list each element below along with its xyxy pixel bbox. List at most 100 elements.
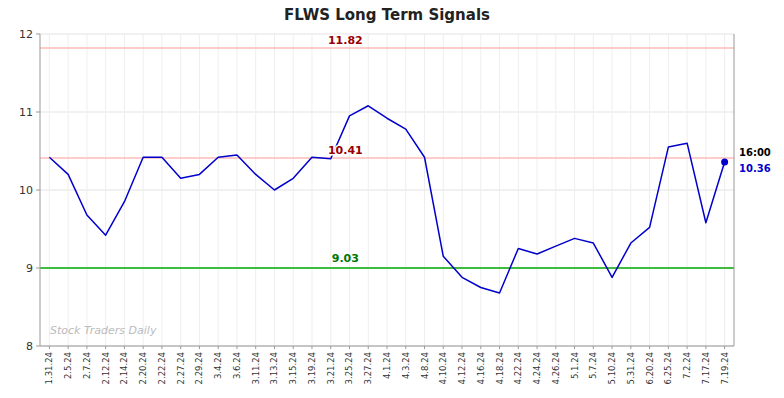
grid-line [105,34,106,346]
x-tick [199,346,200,349]
grid-line [724,34,725,346]
grid-line [518,34,519,346]
x-tick [255,346,256,349]
x-tick [574,346,575,349]
grid-line [293,34,294,346]
grid-line [443,34,444,346]
x-tick [68,346,69,349]
price-line [49,106,724,293]
grid-line [424,34,425,346]
x-tick-label: 7.2.24 [682,352,692,379]
grid-line [705,34,706,346]
x-tick-label: 5.1.24 [570,352,580,379]
axes: 891011121.31.242.5.242.7.242.12.242.14.2… [19,28,734,384]
grid-line [555,34,556,346]
level-label: 9.03 [332,252,359,265]
x-tick-label: 2.12.24 [101,352,111,384]
x-tick [405,346,406,349]
grid-line [124,34,125,346]
grid-line [218,34,219,346]
x-tick [105,346,106,349]
x-tick-label: 3.21.24 [326,352,336,384]
x-tick-label: 2.7.24 [82,352,92,379]
y-tick [36,34,40,35]
y-tick-label: 9 [26,262,33,275]
reference-line [40,267,734,269]
x-tick [555,346,556,349]
grid-line [161,34,162,346]
x-tick [537,346,538,349]
level-label: 11.82 [328,34,363,47]
x-tick-label: 7.19.24 [720,352,730,384]
x-tick [274,346,275,349]
x-tick [593,346,594,349]
x-tick-label: 4.8.24 [420,352,430,379]
y-tick [36,112,40,113]
x-tick [49,346,50,349]
plot-area [40,48,734,293]
x-tick [161,346,162,349]
y-tick-label: 10 [19,184,33,197]
x-tick-label: 3.19.24 [307,352,317,384]
x-tick-label: 5.31.24 [626,352,636,384]
grid-line [143,34,144,346]
grid-line [199,34,200,346]
y-tick [36,268,40,269]
grid-line [311,34,312,346]
x-tick-label: 4.18.24 [495,352,505,384]
x-tick [218,346,219,349]
x-tick [86,346,87,349]
grid-line [612,34,613,346]
x-tick-label: 4.12.24 [457,352,467,384]
y-tick [36,346,40,347]
x-tick-label: 4.24.24 [532,352,542,384]
x-tick-label: 2.29.24 [194,352,204,384]
grid-line [649,34,650,346]
grid-line [49,34,50,346]
reference-line [40,47,734,49]
x-tick [705,346,706,349]
x-tick-label: 3.15.24 [288,352,298,384]
grid-line [255,34,256,346]
x-tick-label: 5.10.24 [607,352,617,384]
x-tick-label: 7.17.24 [701,352,711,384]
x-tick [649,346,650,349]
grid-line [368,34,369,346]
grid-line [462,34,463,346]
grid-line [593,34,594,346]
x-tick-label: 2.14.24 [119,352,129,384]
x-tick [368,346,369,349]
y-tick-label: 12 [19,28,33,41]
last-time-label: 16:00 [739,147,771,158]
x-tick-label: 4.16.24 [476,352,486,384]
x-tick-label: 6.20.24 [645,352,655,384]
x-tick [293,346,294,349]
x-tick [424,346,425,349]
x-tick-label: 4.22.24 [513,352,523,384]
last-value-label: 10.36 [739,163,771,174]
title: FLWS Long Term Signals [284,6,490,24]
grid-line [40,268,734,269]
grid-line [349,34,350,346]
x-tick [724,346,725,349]
grid-line [499,34,500,346]
chart: FLWS Long Term SignalsStock Traders Dail… [0,0,784,398]
x-tick [499,346,500,349]
x-tick-label: 3.11.24 [251,352,261,384]
y-tick-label: 11 [19,106,33,119]
x-tick-label: 2.22.24 [157,352,167,384]
x-tick-label: 2.27.24 [176,352,186,384]
x-tick [387,346,388,349]
last-point [721,158,728,165]
grid-line [574,34,575,346]
x-tick-label: 6.25.24 [663,352,673,384]
x-tick [480,346,481,349]
x-tick [630,346,631,349]
right-axis-line [734,34,735,346]
x-tick-label: 4.3.24 [401,352,411,379]
x-tick [311,346,312,349]
x-tick [124,346,125,349]
y-tick [36,190,40,191]
grid-line [180,34,181,346]
x-tick-label: 5.7.24 [588,352,598,379]
